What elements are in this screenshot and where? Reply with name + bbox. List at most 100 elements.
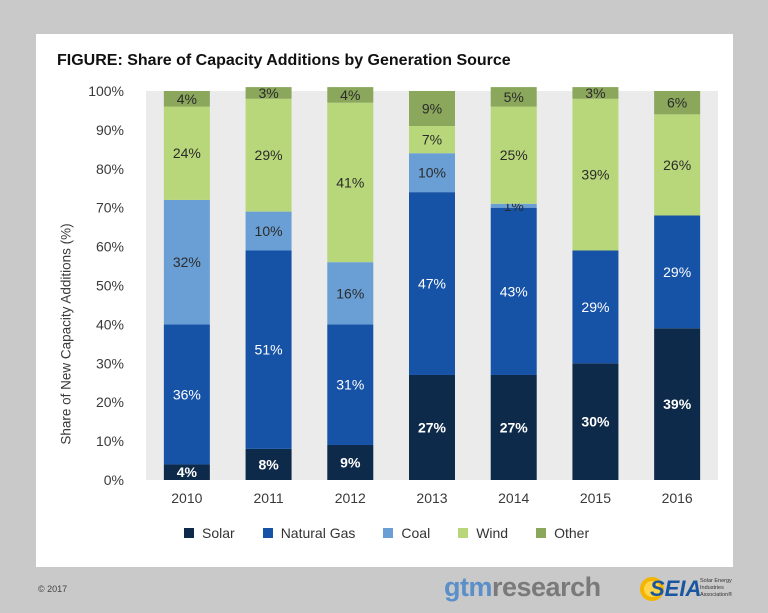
legend: Solar Natural Gas Coal Wind Other (184, 525, 589, 541)
data-label: 26% (663, 157, 691, 173)
bar-segment-other (409, 91, 455, 127)
bar-segment-other (654, 91, 701, 115)
data-label: 9% (340, 454, 361, 470)
data-label: 5% (504, 89, 524, 105)
data-label: 9% (422, 101, 442, 117)
legend-swatch (383, 528, 394, 538)
data-label: 27% (418, 419, 447, 435)
bar-segment-solar (654, 328, 701, 480)
bar-segment-solar (490, 374, 537, 480)
legend-label: Other (554, 525, 590, 541)
bar-segment-natural-gas (327, 324, 374, 445)
bar-segment-wind (327, 102, 374, 263)
y-tick-label: 10% (96, 433, 124, 449)
bar-segment-wind (490, 106, 537, 204)
chart-card: FIGURE: Share of Capacity Additions by G… (36, 34, 733, 567)
bar-segment-solar (327, 444, 374, 480)
x-tick-label: 2012 (335, 490, 366, 506)
bar-segment-solar (163, 464, 210, 480)
data-label: 6% (667, 95, 687, 111)
legend-label: Solar (202, 525, 235, 541)
bar-segment-other (327, 87, 374, 103)
y-tick-label: 70% (96, 200, 124, 216)
bar-segment-other (245, 87, 292, 99)
data-label: 3% (258, 85, 278, 101)
legend-item: Solar (184, 525, 235, 541)
y-tick-label: 60% (96, 239, 124, 255)
x-tick-label: 2010 (171, 490, 202, 506)
bar-segment-natural-gas (490, 207, 537, 375)
bar-segment-other (163, 91, 210, 107)
x-tick-label: 2011 (254, 490, 284, 506)
stacked-bar-chart: 0% 10% 20% 30% 40% 50% 60% 70% 80% 90% 100% 4% 36% 32… (88, 83, 718, 506)
legend-item: Wind (458, 525, 508, 541)
y-axis-label: Share of New Capacity Additions (%) (58, 223, 74, 445)
y-tick-label: 20% (96, 394, 124, 410)
x-tick-label: 2015 (580, 490, 611, 506)
y-tick-label: 40% (96, 316, 124, 332)
x-tick-label: 2013 (416, 490, 447, 506)
data-label: 16% (336, 285, 364, 301)
bar-segment-natural-gas (572, 250, 619, 364)
data-label: 32% (173, 254, 201, 270)
data-label: 4% (177, 91, 197, 107)
legend-swatch (262, 528, 273, 538)
x-tick-label: 2014 (498, 490, 529, 506)
y-tick-label: 90% (96, 122, 124, 138)
bar-segment-natural-gas (654, 215, 701, 329)
data-label: 36% (173, 386, 201, 402)
data-label: 27% (500, 419, 529, 435)
bar-segment-solar (245, 448, 292, 480)
y-tick-label: 50% (96, 278, 124, 294)
data-label: 43% (500, 283, 528, 299)
data-label: 39% (663, 396, 692, 412)
seia-logo: SEIA Solar Energy Industries Association… (637, 570, 747, 608)
legend-swatch (458, 528, 469, 538)
y-tick-label: 100% (88, 83, 124, 99)
bar-segment-coal (490, 203, 537, 208)
data-label: 10% (255, 223, 283, 239)
gtm-research-logo: gtmresearch (444, 572, 601, 602)
bar-segment-wind (409, 126, 455, 154)
legend-item: Natural Gas (262, 525, 356, 541)
bar-segment-solar (572, 363, 619, 480)
bar-segment-coal (245, 211, 292, 251)
data-label: 30% (581, 414, 610, 430)
bar-segment-natural-gas (163, 324, 210, 465)
data-label: 47% (418, 276, 446, 292)
copyright-text: © 2017 (38, 584, 68, 594)
bar-segment-solar (409, 374, 455, 480)
data-label: 39% (581, 167, 609, 183)
data-label: 29% (581, 299, 609, 315)
data-label: 3% (585, 85, 605, 101)
data-label: 29% (255, 147, 283, 163)
legend-item: Other (536, 525, 589, 541)
chart-title: FIGURE: Share of Capacity Additions by G… (57, 52, 511, 69)
data-label: 4% (177, 464, 198, 480)
data-label: 8% (258, 456, 279, 472)
bar-segment-wind (572, 98, 619, 251)
legend-item: Coal (383, 525, 430, 541)
data-label: 31% (336, 377, 364, 393)
bar-segment-natural-gas (409, 192, 455, 375)
data-label: 24% (173, 145, 201, 161)
data-label: 7% (422, 132, 442, 148)
bar-segment-other (490, 87, 537, 107)
data-label: 4% (340, 87, 360, 103)
legend-swatch (184, 528, 194, 538)
legend-label: Coal (401, 525, 431, 541)
data-label: 25% (500, 147, 528, 163)
legend-label: Wind (476, 525, 509, 541)
data-label: 29% (663, 264, 691, 280)
bar-segment-coal (327, 262, 374, 325)
legend-swatch (536, 528, 547, 538)
bar-segment-natural-gas (245, 250, 292, 449)
legend-label: Natural Gas (280, 525, 356, 541)
data-label: 41% (336, 174, 364, 190)
x-tick-label: 2016 (662, 490, 693, 506)
y-tick-label: 30% (96, 355, 124, 371)
data-label: 10% (418, 165, 446, 181)
bar-segment-coal (409, 153, 455, 193)
y-tick-label: 0% (104, 472, 124, 488)
bar-segment-coal (163, 199, 210, 325)
